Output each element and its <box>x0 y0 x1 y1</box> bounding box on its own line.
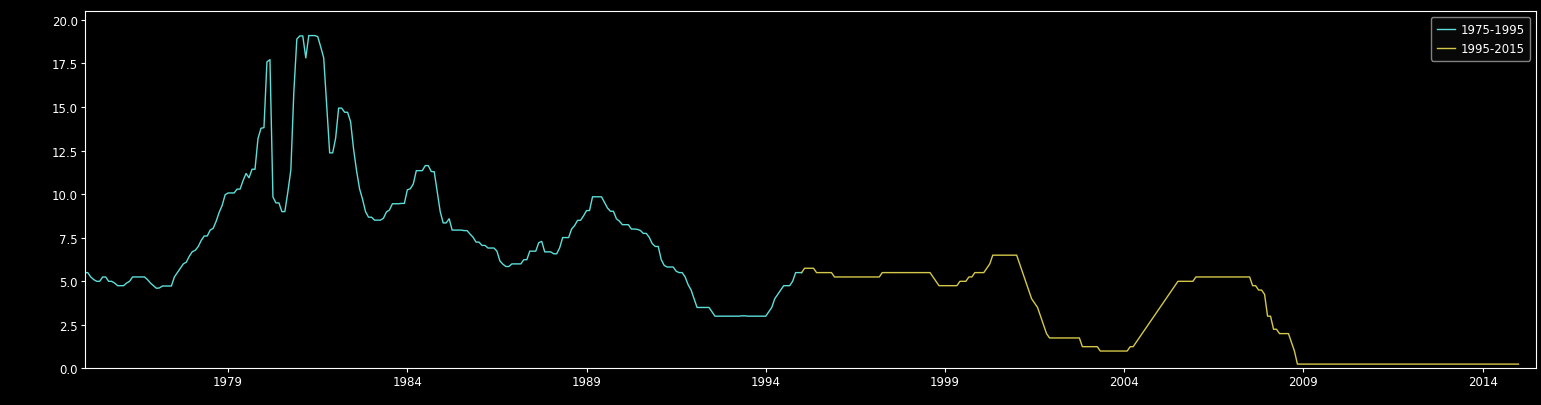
1975-1995 <box>789 271 807 275</box>
1975-1995 <box>156 284 174 289</box>
1975-1995 <box>655 263 673 268</box>
1995-2015 <box>1288 362 1307 367</box>
1995-2015 <box>1068 336 1086 341</box>
1975-1995 <box>350 187 368 192</box>
1975-1995 <box>706 314 724 319</box>
1995-2015 <box>1509 362 1527 367</box>
1995-2015 <box>1375 362 1393 367</box>
Line: 1975-1995: 1975-1995 <box>85 36 801 316</box>
Line: 1995-2015: 1995-2015 <box>801 256 1518 364</box>
1975-1995 <box>607 217 626 222</box>
1975-1995 <box>792 271 811 275</box>
1975-1995 <box>76 271 94 275</box>
1975-1995 <box>299 34 317 39</box>
1995-2015 <box>874 271 892 275</box>
1995-2015 <box>792 271 811 275</box>
1995-2015 <box>1327 362 1345 367</box>
1995-2015 <box>983 253 1002 258</box>
1995-2015 <box>1205 275 1224 280</box>
Legend: 1975-1995, 1995-2015: 1975-1995, 1995-2015 <box>1432 18 1530 62</box>
1995-2015 <box>1506 362 1524 367</box>
1975-1995 <box>487 249 505 254</box>
